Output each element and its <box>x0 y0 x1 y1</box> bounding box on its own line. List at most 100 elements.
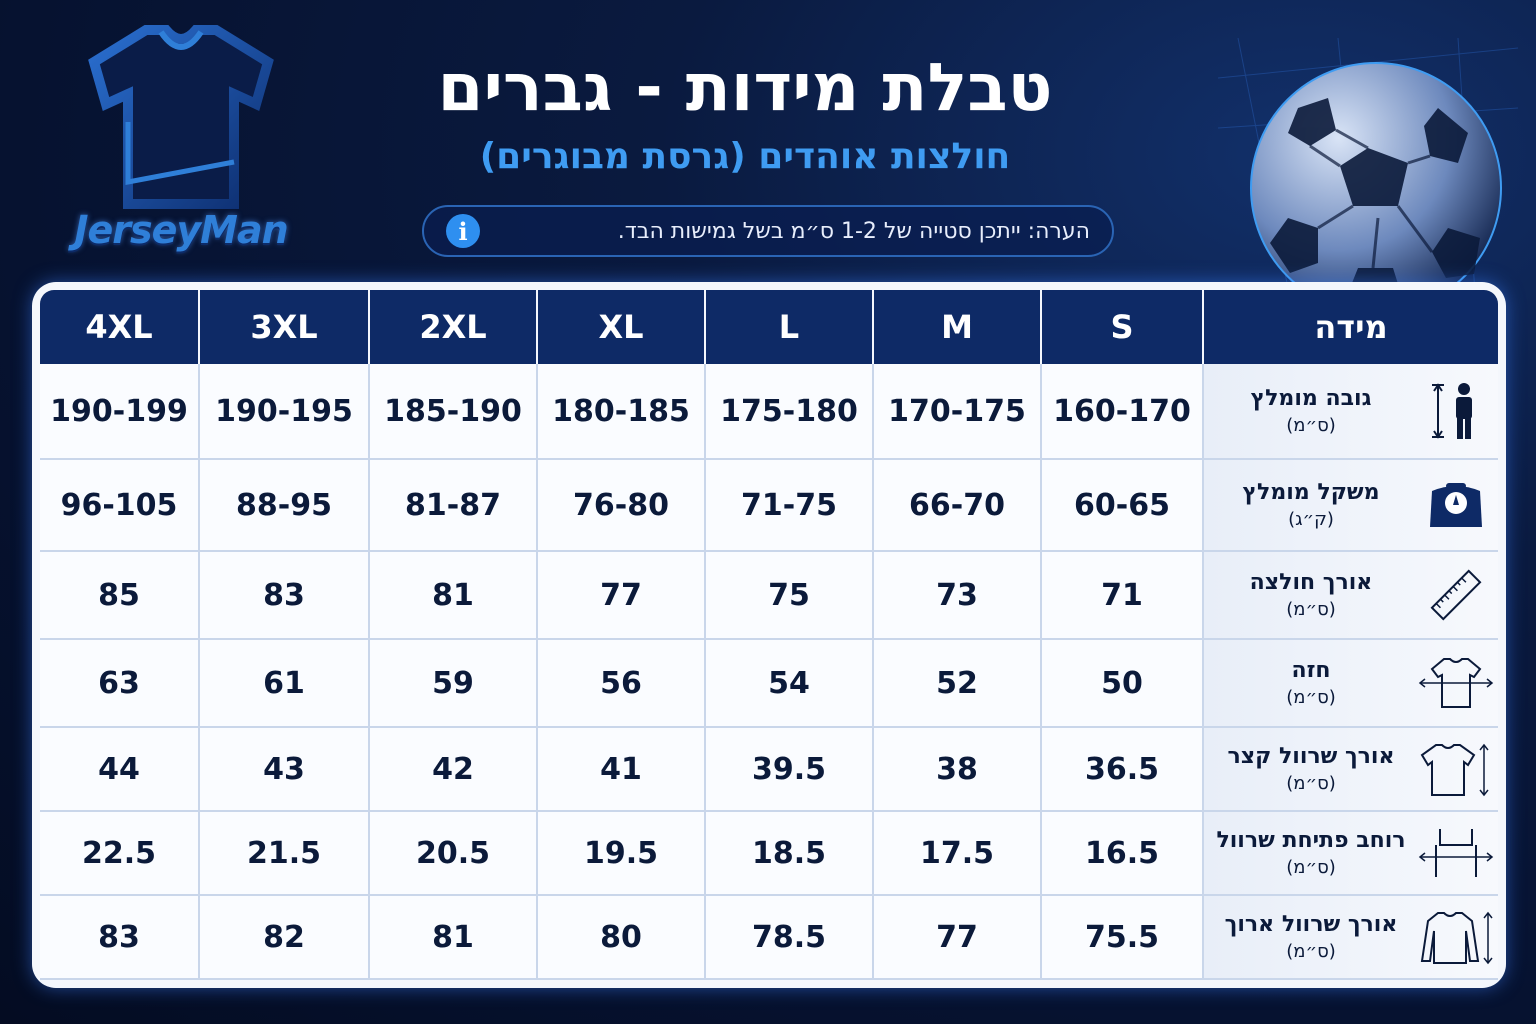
size-header-cell: M <box>874 290 1042 364</box>
row-label-cell: גובה מומלץ (ס״מ) <box>1204 364 1498 460</box>
row-label: רוחב פתיחת שרוול <box>1216 828 1406 853</box>
table-cell: 83 <box>40 896 200 980</box>
table-cell: 59 <box>370 640 538 728</box>
short-sleeve-icon <box>1420 743 1489 797</box>
row-label: משקל מומלץ <box>1242 480 1380 505</box>
table-cell: 170-175 <box>874 364 1042 460</box>
table-cell: 71-75 <box>706 460 874 552</box>
size-header-cell: 4XL <box>40 290 200 364</box>
table-cell: 44 <box>40 728 200 812</box>
table-cell: 82 <box>200 896 370 980</box>
table-cell: 185-190 <box>370 364 538 460</box>
table-cell: 71 <box>1042 552 1204 640</box>
page-subtitle: חולצות אוהדים (גרסת מבוגרים) <box>479 136 1011 177</box>
table-row: 44 43 42 41 39.5 38 36.5 אורך שרוול קצר … <box>40 728 1498 812</box>
size-header-cell: 3XL <box>200 290 370 364</box>
table-cell: 54 <box>706 640 874 728</box>
table-row: 63 61 59 56 54 52 50 חזה (ס״מ) <box>40 640 1498 728</box>
table-cell: 160-170 <box>1042 364 1204 460</box>
sleeve-opening-icon <box>1418 829 1494 877</box>
row-label: אורך חולצה <box>1249 570 1373 595</box>
row-unit: (ס״מ) <box>1286 415 1336 436</box>
scale-weight-icon <box>1430 483 1482 527</box>
table-cell: 76-80 <box>538 460 706 552</box>
table-cell: 73 <box>874 552 1042 640</box>
table-cell: 78.5 <box>706 896 874 980</box>
row-label: אורך שרוול קצר <box>1227 744 1395 769</box>
row-label-cell: אורך שרוול קצר (ס״מ) <box>1204 728 1498 812</box>
table-cell: 190-195 <box>200 364 370 460</box>
table-cell: 50 <box>1042 640 1204 728</box>
row-unit: (ס״מ) <box>1286 773 1336 794</box>
row-unit: (ס״מ) <box>1286 599 1336 620</box>
table-cell: 77 <box>538 552 706 640</box>
table-cell: 60-65 <box>1042 460 1204 552</box>
row-label-cell: אורך חולצה (ס״מ) <box>1204 552 1498 640</box>
table-cell: 61 <box>200 640 370 728</box>
table-cell: 83 <box>200 552 370 640</box>
row-label-cell: משקל מומלץ (ק״ג) <box>1204 460 1498 552</box>
size-table: 4XL 3XL 2XL XL L M S מידה 190-199 190-19… <box>40 290 1498 980</box>
height-person-icon <box>1432 383 1472 439</box>
table-row: 83 82 81 80 78.5 77 75.5 אורך שרוול ארוך… <box>40 896 1498 980</box>
fabric-note: הערה: ייתכן סטייה של 1-2 ס״מ בשל גמישות … <box>422 205 1114 257</box>
table-row: 85 83 81 77 75 73 71 אורך חולצה (ס״מ) <box>40 552 1498 640</box>
table-cell: 63 <box>40 640 200 728</box>
table-row: 22.5 21.5 20.5 19.5 18.5 17.5 16.5 רוחב … <box>40 812 1498 896</box>
row-label-cell: רוחב פתיחת שרוול (ס״מ) <box>1204 812 1498 896</box>
size-table-card: 4XL 3XL 2XL XL L M S מידה 190-199 190-19… <box>32 282 1506 988</box>
table-cell: 43 <box>200 728 370 812</box>
table-cell: 16.5 <box>1042 812 1204 896</box>
info-icon: i <box>446 214 480 248</box>
table-cell: 42 <box>370 728 538 812</box>
row-label: גובה מומלץ <box>1250 386 1372 411</box>
table-cell: 18.5 <box>706 812 874 896</box>
table-cell: 81-87 <box>370 460 538 552</box>
row-unit: (ס״מ) <box>1286 941 1336 962</box>
row-label-cell: חזה (ס״מ) <box>1204 640 1498 728</box>
table-cell: 75 <box>706 552 874 640</box>
table-cell: 17.5 <box>874 812 1042 896</box>
table-cell: 80 <box>538 896 706 980</box>
brand-logo: JerseyMan <box>36 22 326 262</box>
table-cell: 88-95 <box>200 460 370 552</box>
long-sleeve-icon <box>1420 911 1493 965</box>
table-cell: 75.5 <box>1042 896 1204 980</box>
size-header-cell: 2XL <box>370 290 538 364</box>
row-label: חזה <box>1291 658 1331 683</box>
size-header-cell: XL <box>538 290 706 364</box>
ruler-icon <box>1430 569 1482 621</box>
table-cell: 21.5 <box>200 812 370 896</box>
row-label-cell: אורך שרוול ארוך (ס״מ) <box>1204 896 1498 980</box>
table-cell: 81 <box>370 896 538 980</box>
row-unit: (ס״מ) <box>1286 687 1336 708</box>
table-cell: 41 <box>538 728 706 812</box>
table-cell: 52 <box>874 640 1042 728</box>
table-cell: 22.5 <box>40 812 200 896</box>
table-cell: 19.5 <box>538 812 706 896</box>
table-cell: 85 <box>40 552 200 640</box>
table-cell: 38 <box>874 728 1042 812</box>
row-label: אורך שרוול ארוך <box>1224 912 1398 937</box>
table-row: 190-199 190-195 185-190 180-185 175-180 … <box>40 364 1498 460</box>
label-header-cell: מידה <box>1204 290 1498 364</box>
table-cell: 96-105 <box>40 460 200 552</box>
chest-width-icon <box>1418 658 1494 708</box>
brand-name: JerseyMan <box>74 208 288 252</box>
page-title: טבלת מידות - גברים <box>437 49 1053 126</box>
table-cell: 180-185 <box>538 364 706 460</box>
table-cell: 190-199 <box>40 364 200 460</box>
table-cell: 39.5 <box>706 728 874 812</box>
row-unit: (ק״ג) <box>1288 509 1334 530</box>
jersey-logo-icon <box>88 25 274 209</box>
table-cell: 56 <box>538 640 706 728</box>
note-text: הערה: ייתכן סטייה של 1-2 ס״מ בשל גמישות … <box>617 218 1090 244</box>
table-cell: 66-70 <box>874 460 1042 552</box>
row-unit: (ס״מ) <box>1286 857 1336 878</box>
table-header-row: 4XL 3XL 2XL XL L M S מידה <box>40 290 1498 364</box>
table-cell: 77 <box>874 896 1042 980</box>
table-cell: 20.5 <box>370 812 538 896</box>
table-cell: 81 <box>370 552 538 640</box>
table-row: 96-105 88-95 81-87 76-80 71-75 66-70 60-… <box>40 460 1498 552</box>
size-header-cell: L <box>706 290 874 364</box>
